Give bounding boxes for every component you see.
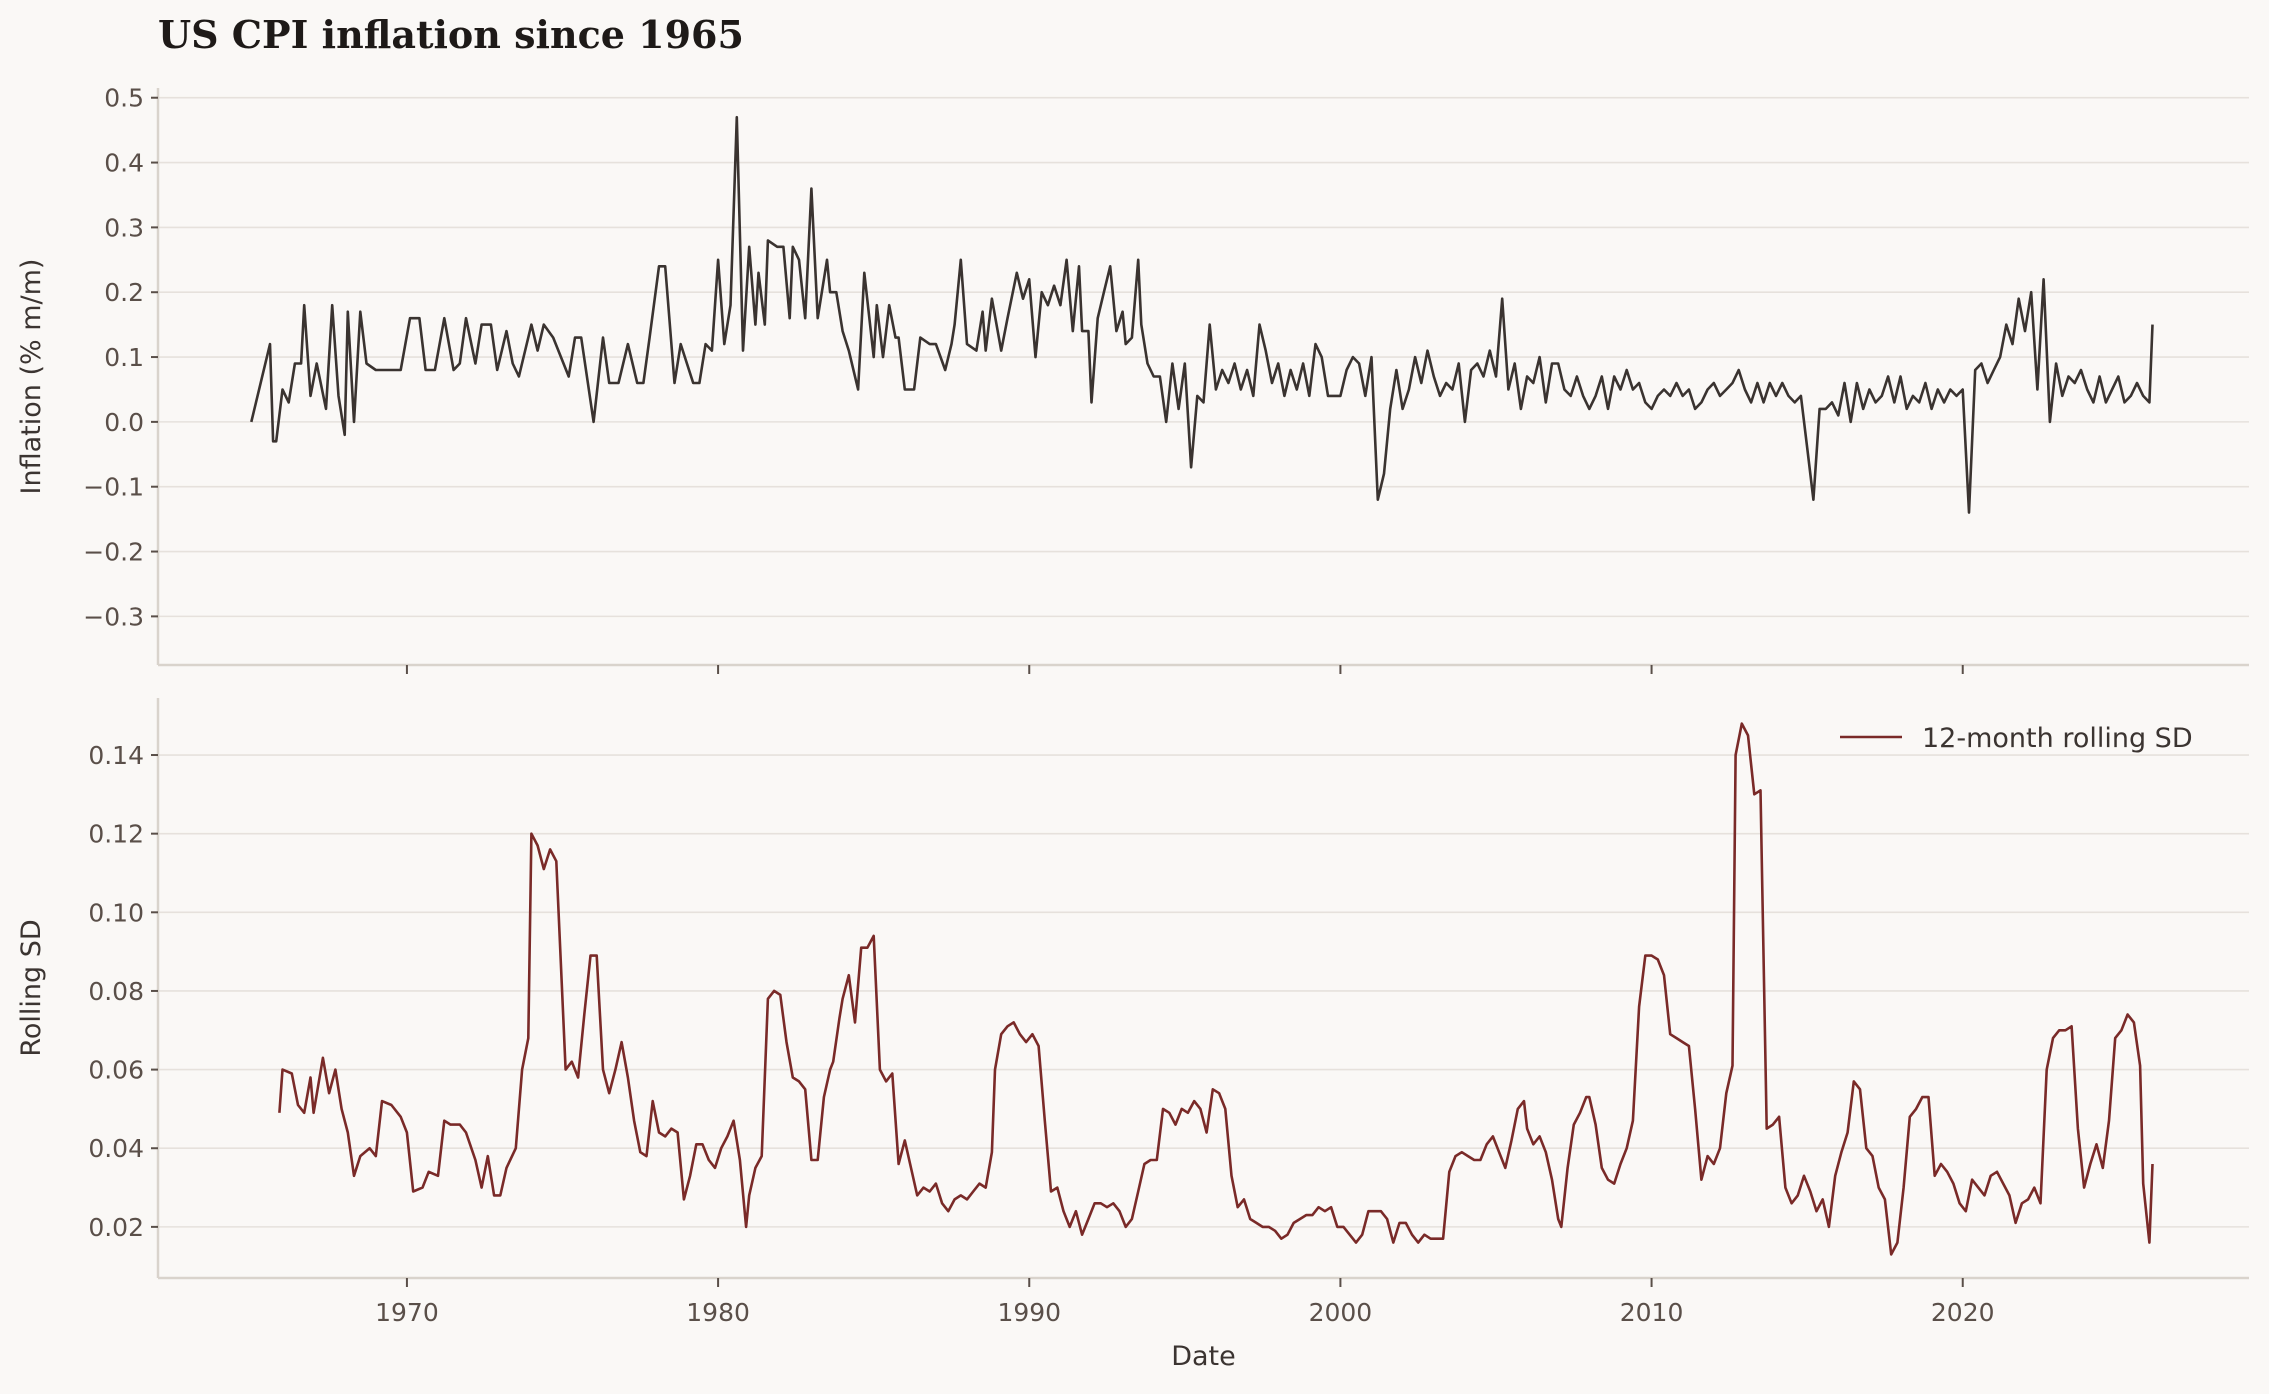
y-tick-label: 0.1 [104, 343, 144, 372]
x-axis-label: Date [1171, 1341, 1236, 1372]
inflation-axes [156, 88, 2249, 667]
inflation-panel: 0.5 0.4 0.3 0.2 0.1 0.0 −0.1 −0.2 −0.3 Inflation… [16, 84, 2249, 674]
x-tick-label: 2000 [1309, 1298, 1373, 1327]
x-tick-label: 1990 [997, 1298, 1061, 1327]
inflation-x-ticks [405, 665, 1964, 674]
inflation-series-line [250, 115, 2154, 514]
rolling-sd-y-ticks: 0.14 0.12 0.10 0.08 0.06 0.04 0.02 [88, 741, 158, 1242]
x-tick-label: 1980 [686, 1298, 750, 1327]
y-tick-label: 0.04 [88, 1134, 144, 1163]
y-tick-label: 0.2 [104, 278, 144, 307]
rolling-sd-panel: 0.14 0.12 0.10 0.08 0.06 0.04 0.02 1970 1980 199… [16, 698, 2249, 1372]
legend-label: 12-month rolling SD [1922, 723, 2193, 754]
y-tick-label: 0.4 [104, 149, 144, 178]
y-tick-label: 0.06 [88, 1056, 144, 1085]
rolling-sd-gridlines [158, 754, 2249, 1228]
chart-title: US CPI inflation since 1965 [158, 12, 744, 57]
x-tick-label: 1970 [375, 1298, 439, 1327]
rolling-sd-series-line [278, 722, 2154, 1256]
y-tick-label: −0.1 [83, 473, 144, 502]
x-tick-label: 2020 [1931, 1298, 1995, 1327]
y-tick-label: 0.0 [104, 408, 144, 437]
inflation-y-ticks: 0.5 0.4 0.3 0.2 0.1 0.0 −0.1 −0.2 −0.3 [83, 84, 158, 631]
legend: 12-month rolling SD [1840, 723, 2193, 754]
rolling-sd-x-ticks: 1970 1980 1990 2000 2010 2020 [375, 1278, 1995, 1327]
y-tick-label: 0.5 [104, 84, 144, 113]
rolling-sd-axes [156, 698, 2249, 1280]
y-tick-label: −0.3 [83, 602, 144, 631]
y-tick-label: −0.2 [83, 538, 144, 567]
y-tick-label: 0.14 [88, 741, 144, 770]
x-tick-label: 2010 [1620, 1298, 1684, 1327]
inflation-gridlines [158, 96, 2249, 618]
rolling-sd-y-axis-label: Rolling SD [16, 919, 47, 1056]
y-tick-label: 0.3 [104, 213, 144, 242]
y-tick-label: 0.08 [88, 977, 144, 1006]
inflation-y-axis-label: Inflation (% m/m) [16, 259, 47, 495]
y-tick-label: 0.12 [88, 820, 144, 849]
y-tick-label: 0.02 [88, 1213, 144, 1242]
y-tick-label: 0.10 [88, 898, 144, 927]
